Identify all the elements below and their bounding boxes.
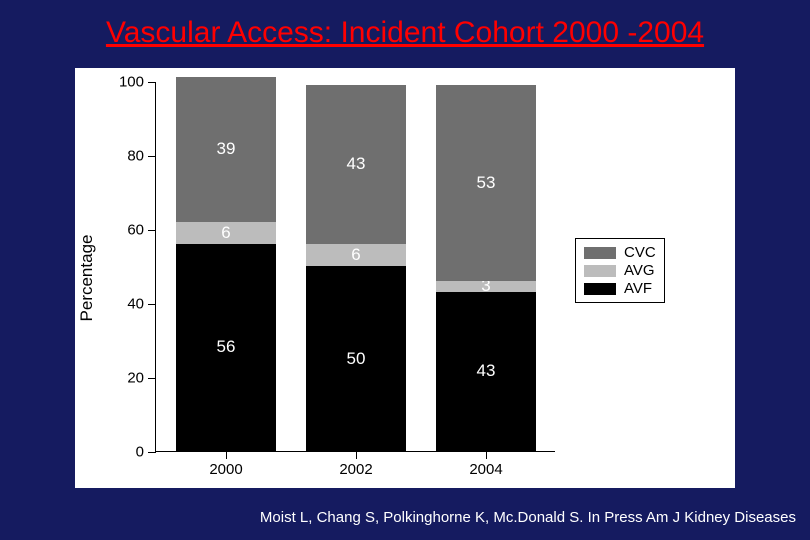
bar: 50643: [306, 85, 406, 451]
citation: Moist L, Chang S, Polkinghorne K, Mc.Don…: [260, 509, 796, 526]
bar-segment-avf: 43: [436, 292, 536, 451]
bar-segment-cvc: 39: [176, 77, 276, 221]
y-tick: [148, 82, 156, 83]
y-tick: [148, 378, 156, 379]
y-tick: [148, 230, 156, 231]
bar-segment-avg: 6: [176, 222, 276, 244]
y-tick: [148, 452, 156, 453]
legend-swatch: [584, 265, 616, 277]
y-tick: [148, 304, 156, 305]
legend-swatch: [584, 283, 616, 295]
legend-row: AVG: [584, 262, 656, 279]
legend-row: CVC: [584, 244, 656, 261]
x-tick-label: 2002: [339, 461, 372, 478]
legend-row: AVF: [584, 280, 656, 297]
x-tick-label: 2004: [469, 461, 502, 478]
y-tick-label: 40: [127, 296, 144, 313]
x-tick: [356, 451, 357, 459]
plot-area: 020406080100566392000506432002433532004: [155, 82, 555, 452]
bar-segment-cvc: 43: [306, 85, 406, 244]
y-tick-label: 60: [127, 222, 144, 239]
legend-swatch: [584, 247, 616, 259]
bar-segment-avg: 3: [436, 281, 536, 292]
y-tick-label: 80: [127, 148, 144, 165]
legend-label: CVC: [624, 244, 656, 261]
x-tick: [226, 451, 227, 459]
y-tick-label: 20: [127, 370, 144, 387]
x-tick-label: 2000: [209, 461, 242, 478]
bar-segment-avg: 6: [306, 244, 406, 266]
y-tick-label: 100: [119, 74, 144, 91]
slide-title: Vascular Access: Incident Cohort 2000 -2…: [0, 16, 810, 50]
legend: CVCAVGAVF: [575, 238, 665, 303]
x-tick: [486, 451, 487, 459]
bar-segment-avf: 56: [176, 244, 276, 451]
bar: 56639: [176, 77, 276, 451]
bar-segment-avf: 50: [306, 266, 406, 451]
y-tick-label: 0: [136, 444, 144, 461]
y-axis-label: Percentage: [77, 235, 97, 322]
legend-label: AVF: [624, 280, 652, 297]
legend-label: AVG: [624, 262, 655, 279]
slide: Vascular Access: Incident Cohort 2000 -2…: [0, 0, 810, 540]
bar: 43353: [436, 85, 536, 451]
bar-segment-cvc: 53: [436, 85, 536, 281]
y-tick: [148, 156, 156, 157]
chart-panel: Percentage 02040608010056639200050643200…: [75, 68, 735, 488]
